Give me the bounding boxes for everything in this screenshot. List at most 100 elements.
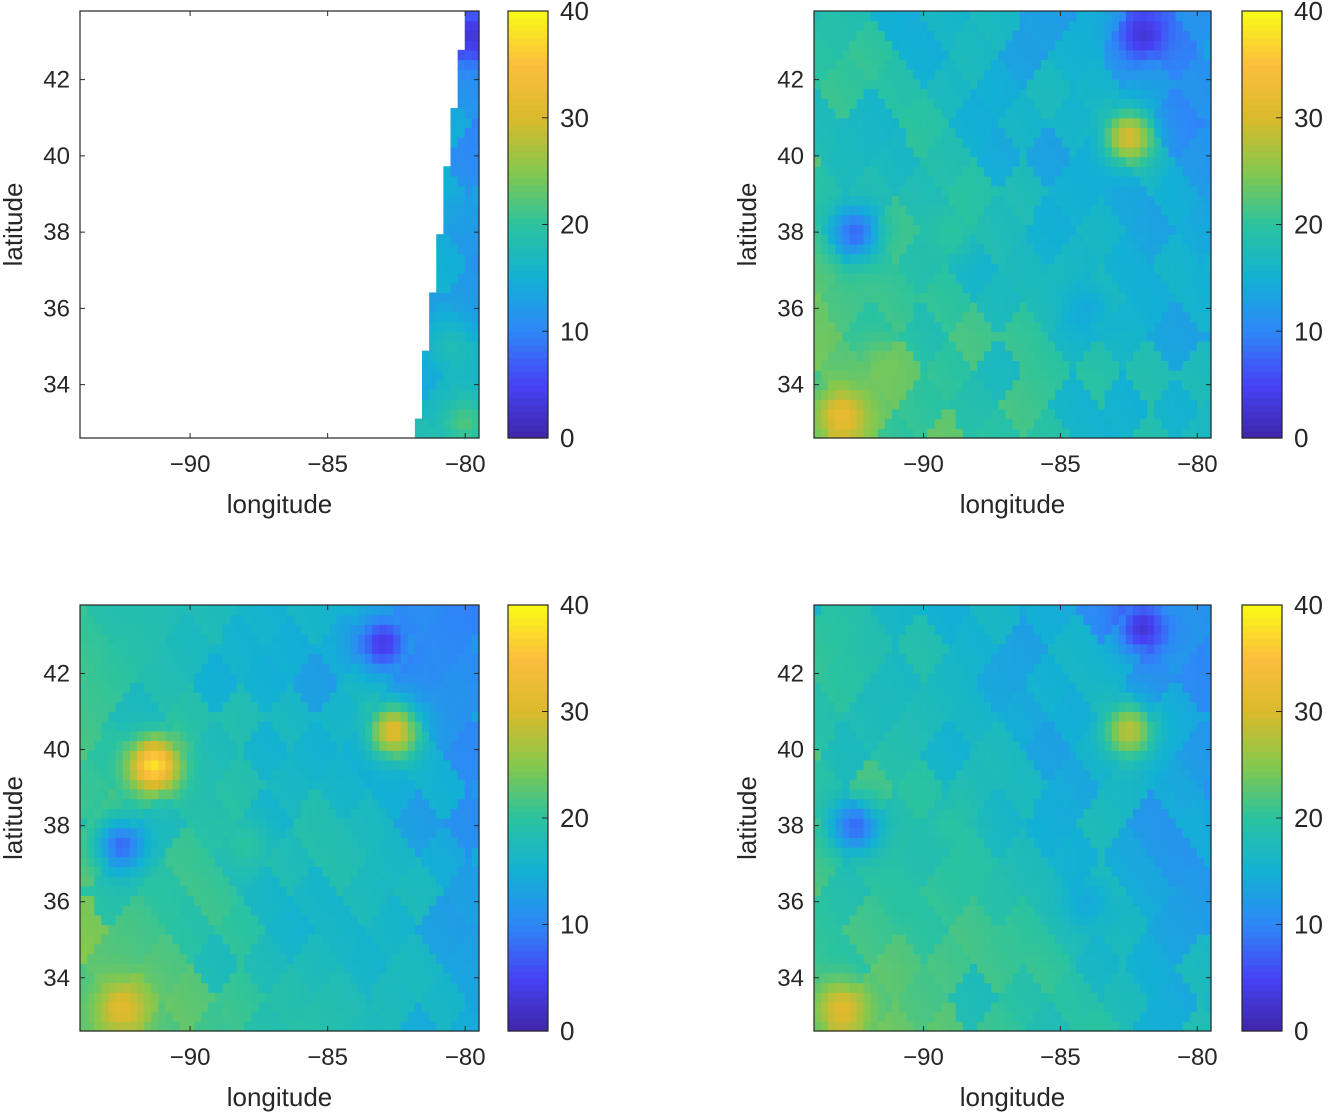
heatmap-cell <box>186 943 195 955</box>
x-tick-label: −80 <box>445 451 486 478</box>
heatmap-cell <box>186 827 195 838</box>
heatmap-cell <box>814 11 822 22</box>
heatmap-cell <box>1026 88 1035 99</box>
heatmap-cell <box>1140 185 1148 196</box>
heatmap-cell <box>315 653 323 664</box>
heatmap-cell <box>471 408 480 420</box>
y-tick-label: 42 <box>777 67 804 94</box>
heatmap-cell <box>365 1011 373 1022</box>
heatmap-cell <box>315 711 323 722</box>
heatmap-cell <box>393 1011 402 1022</box>
colorbar-segment <box>508 217 548 226</box>
heatmap-cell <box>208 856 216 868</box>
colorbar-segment <box>508 124 548 132</box>
heatmap-cell <box>108 876 117 887</box>
heatmap-cell <box>955 273 964 284</box>
heatmap-cell <box>186 808 195 819</box>
heatmap-cell <box>991 146 999 158</box>
heatmap-cell <box>129 808 138 819</box>
heatmap-cell <box>251 1021 259 1032</box>
heatmap-cell <box>300 634 309 645</box>
heatmap-cell <box>137 827 145 838</box>
heatmap-cell <box>969 408 978 420</box>
heatmap-cell <box>913 137 921 148</box>
heatmap-cell <box>407 672 416 684</box>
heatmap-cell <box>984 195 992 206</box>
heatmap-cell <box>108 856 117 868</box>
heatmap-cell <box>1189 302 1198 313</box>
heatmap-cell <box>315 876 323 887</box>
heatmap-cell <box>215 798 224 809</box>
heatmap-cell <box>1182 185 1191 196</box>
heatmap-cell <box>350 759 359 771</box>
heatmap-cell <box>229 837 238 848</box>
heatmap-cell <box>1147 418 1155 429</box>
heatmap-cell <box>856 78 865 90</box>
heatmap-cell <box>1019 282 1028 294</box>
heatmap-cell <box>122 750 131 761</box>
heatmap-cell <box>464 428 473 439</box>
heatmap-cell <box>471 137 480 148</box>
heatmap-cell <box>1083 49 1092 61</box>
heatmap-cell <box>1019 88 1028 99</box>
heatmap-cell <box>977 224 985 235</box>
heatmap-cell <box>1154 321 1162 332</box>
heatmap-cell <box>1047 205 1056 216</box>
heatmap-cell <box>379 692 387 703</box>
heatmap-cell <box>443 205 452 216</box>
heatmap-cell <box>365 992 373 1003</box>
heatmap-cell <box>955 40 964 51</box>
heatmap-cell <box>1168 379 1177 391</box>
heatmap-cell <box>215 992 224 1003</box>
heatmap-cell <box>400 856 409 868</box>
heatmap-cell <box>236 730 245 742</box>
heatmap-cell <box>258 982 266 993</box>
heatmap-cell <box>101 953 110 964</box>
heatmap-cell <box>357 1001 366 1013</box>
heatmap-cell <box>1168 185 1177 196</box>
heatmap-cell <box>1055 117 1063 129</box>
heatmap-cell <box>464 273 473 284</box>
heatmap-cell <box>1040 360 1049 371</box>
heatmap-cell <box>884 321 893 332</box>
heatmap-cell <box>1147 379 1155 391</box>
heatmap-cell <box>365 885 373 897</box>
heatmap-cell <box>1140 350 1148 361</box>
heatmap-cell <box>293 895 302 906</box>
heatmap-cell <box>977 137 985 148</box>
heatmap-cell <box>1090 49 1099 61</box>
heatmap-cell <box>329 759 338 771</box>
heatmap-cell <box>151 1001 159 1013</box>
heatmap-cell <box>1005 428 1014 439</box>
heatmap-cell <box>386 624 395 635</box>
heatmap-cell <box>279 876 288 887</box>
heatmap-cell <box>179 682 188 693</box>
heatmap-cell <box>115 827 124 838</box>
heatmap-cell <box>179 730 188 742</box>
heatmap-cell <box>129 982 138 993</box>
heatmap-cell <box>94 759 102 771</box>
colorbar-segment <box>1242 231 1282 239</box>
heatmap-cell <box>365 963 373 974</box>
heatmap-cell <box>137 914 145 926</box>
heatmap-cell <box>450 108 459 119</box>
heatmap-cell <box>137 711 145 722</box>
heatmap-cell <box>877 166 886 177</box>
heatmap-cell <box>1062 243 1070 255</box>
heatmap-cell <box>969 331 978 342</box>
heatmap-cell <box>315 779 323 790</box>
heatmap-cell <box>828 205 836 216</box>
heatmap-cell <box>386 876 395 887</box>
heatmap-cell <box>179 721 188 732</box>
heatmap-cell <box>1118 234 1127 245</box>
heatmap-cell <box>165 847 174 858</box>
heatmap-cell <box>293 788 302 800</box>
heatmap-cell <box>920 156 929 167</box>
heatmap-cell <box>884 370 893 381</box>
heatmap-cell <box>80 643 88 655</box>
colorbar-tick-label: 0 <box>560 423 574 453</box>
heatmap-cell <box>115 740 124 751</box>
heatmap-cell <box>1154 175 1162 187</box>
heatmap-cell <box>1083 108 1092 119</box>
heatmap-cell <box>1203 234 1212 245</box>
